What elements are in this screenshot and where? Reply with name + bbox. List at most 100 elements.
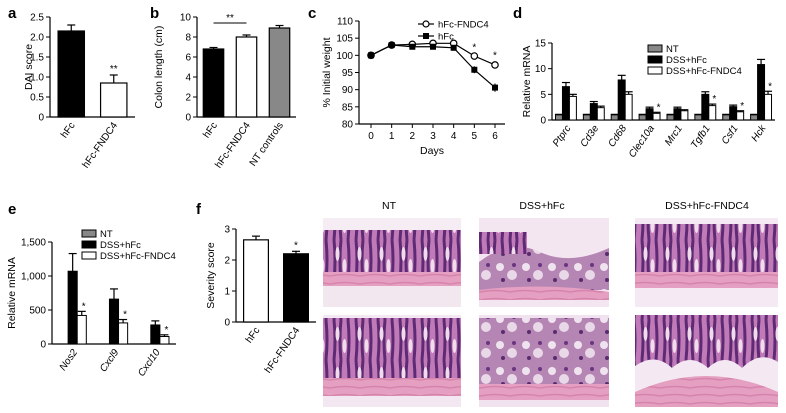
y-tick-label: 500	[29, 306, 46, 317]
legend-swatch	[647, 55, 663, 64]
x-category-label: hFc-FNDC4	[263, 325, 303, 375]
legend-swatch	[81, 229, 97, 238]
bar	[617, 79, 626, 121]
data-point	[491, 61, 499, 69]
y-tick-label: 0	[540, 116, 546, 127]
data-point	[368, 52, 374, 59]
bar	[554, 114, 563, 121]
y-tick-label: 0	[224, 318, 230, 329]
bar	[582, 114, 591, 121]
bar	[76, 314, 87, 345]
bar	[764, 93, 773, 121]
histology-image-nt-low	[323, 218, 461, 307]
bar	[589, 103, 598, 121]
x-tick-label: 3	[430, 131, 436, 142]
bar	[701, 93, 710, 121]
bar	[118, 322, 129, 345]
bar	[99, 82, 128, 118]
data-point	[471, 66, 478, 73]
y-tick-label: 110	[337, 17, 353, 28]
y-tick-label: 1,500	[21, 238, 46, 249]
histology-grid: NT DSS+hFc DSS+hFc-FNDC4	[323, 200, 778, 407]
significance-marker: *	[740, 101, 744, 112]
y-axis-label: Relative mRNA	[521, 46, 533, 118]
bar	[159, 336, 170, 345]
y-tick-label: 0.5	[30, 93, 44, 104]
y-tick-label: 0	[40, 340, 46, 351]
legend-swatch	[647, 44, 663, 53]
y-tick-label: 1,000	[21, 272, 46, 283]
data-point	[409, 43, 416, 50]
y-tick-label: 90	[342, 85, 354, 96]
panel-label-b: b	[150, 5, 159, 22]
x-category-label: Nos2	[58, 347, 81, 373]
legend-label: NT	[666, 44, 679, 55]
chart-a-dai-score: 0 0.5 1.0 1.5 2.0 2.5 DAI score hFc hFc-FNDC4 **	[23, 13, 135, 170]
panel-label-d: d	[513, 5, 522, 22]
y-tick-label: 6	[185, 53, 191, 64]
bar	[652, 112, 661, 121]
chart-c-weight-line: 80 85 90 95 100 105 110 % Initial weight 0 1 2 3 4 5 6…	[321, 17, 505, 157]
significance-marker: **	[110, 64, 118, 75]
x-category-label: Clec10a	[627, 123, 657, 160]
bar	[722, 114, 731, 121]
x-tick-label: 2	[410, 131, 416, 142]
data-point	[450, 44, 457, 51]
y-axis-label: Severity score	[205, 242, 217, 309]
significance-marker: **	[226, 13, 234, 24]
y-tick-label: 85	[342, 102, 354, 113]
x-category-label: Cd68	[606, 123, 629, 149]
histology-image-dss-fndc4-high	[635, 315, 778, 407]
bar	[624, 93, 633, 121]
legend-swatch	[647, 66, 663, 75]
y-tick-label: 1	[224, 287, 230, 298]
x-category-label: Tgfb1	[689, 123, 713, 150]
y-axis-label: Colon length (cm)	[153, 26, 165, 109]
histology-column-title: DSS+hFc	[519, 200, 564, 212]
significance-marker: *	[472, 42, 476, 53]
y-tick-label: 105	[336, 34, 353, 45]
x-tick-label: 6	[492, 131, 498, 142]
y-axis-label: % Initial weight	[321, 37, 333, 107]
legend-label: DSS+hFc	[666, 55, 707, 66]
significance-marker: *	[82, 301, 86, 312]
y-tick-label: 95	[342, 68, 354, 79]
x-tick-label: 1	[389, 131, 395, 142]
bar	[568, 95, 577, 121]
y-tick-label: 10	[180, 13, 192, 24]
histology-image-nt-high	[323, 315, 461, 407]
panel-label-c: c	[308, 5, 316, 22]
bar	[750, 114, 759, 121]
significance-marker: *	[123, 310, 127, 321]
y-tick-label: 4	[185, 73, 191, 84]
histology-column-title: NT	[382, 200, 397, 212]
y-tick-label: 5	[540, 90, 546, 101]
significance-marker: *	[768, 81, 772, 92]
y-tick-label: 3	[224, 225, 230, 236]
panel-labels: a b c d e f	[8, 5, 522, 218]
bar	[150, 324, 161, 345]
bar	[268, 27, 291, 118]
x-tick-label: 4	[451, 131, 457, 142]
x-category-label: Csf1	[720, 123, 741, 146]
significance-marker: *	[657, 102, 661, 113]
y-tick-label: 15	[535, 39, 547, 50]
y-tick-label: 2	[224, 256, 230, 267]
significance-marker: *	[164, 325, 168, 336]
bar	[645, 108, 654, 121]
y-tick-label: 1.0	[30, 73, 44, 84]
data-point	[492, 84, 498, 91]
bar	[561, 86, 570, 121]
x-tick-label: 5	[472, 131, 478, 142]
significance-marker: *	[712, 94, 716, 105]
panel-label-e: e	[8, 201, 16, 218]
histology-image-dss-hfc-high	[479, 315, 609, 407]
data-point	[388, 42, 395, 49]
legend-label: DSS+hFc-FNDC4	[666, 66, 742, 77]
y-axis-label: DAI score	[23, 44, 35, 90]
x-category-label: Cd3e	[579, 123, 602, 149]
